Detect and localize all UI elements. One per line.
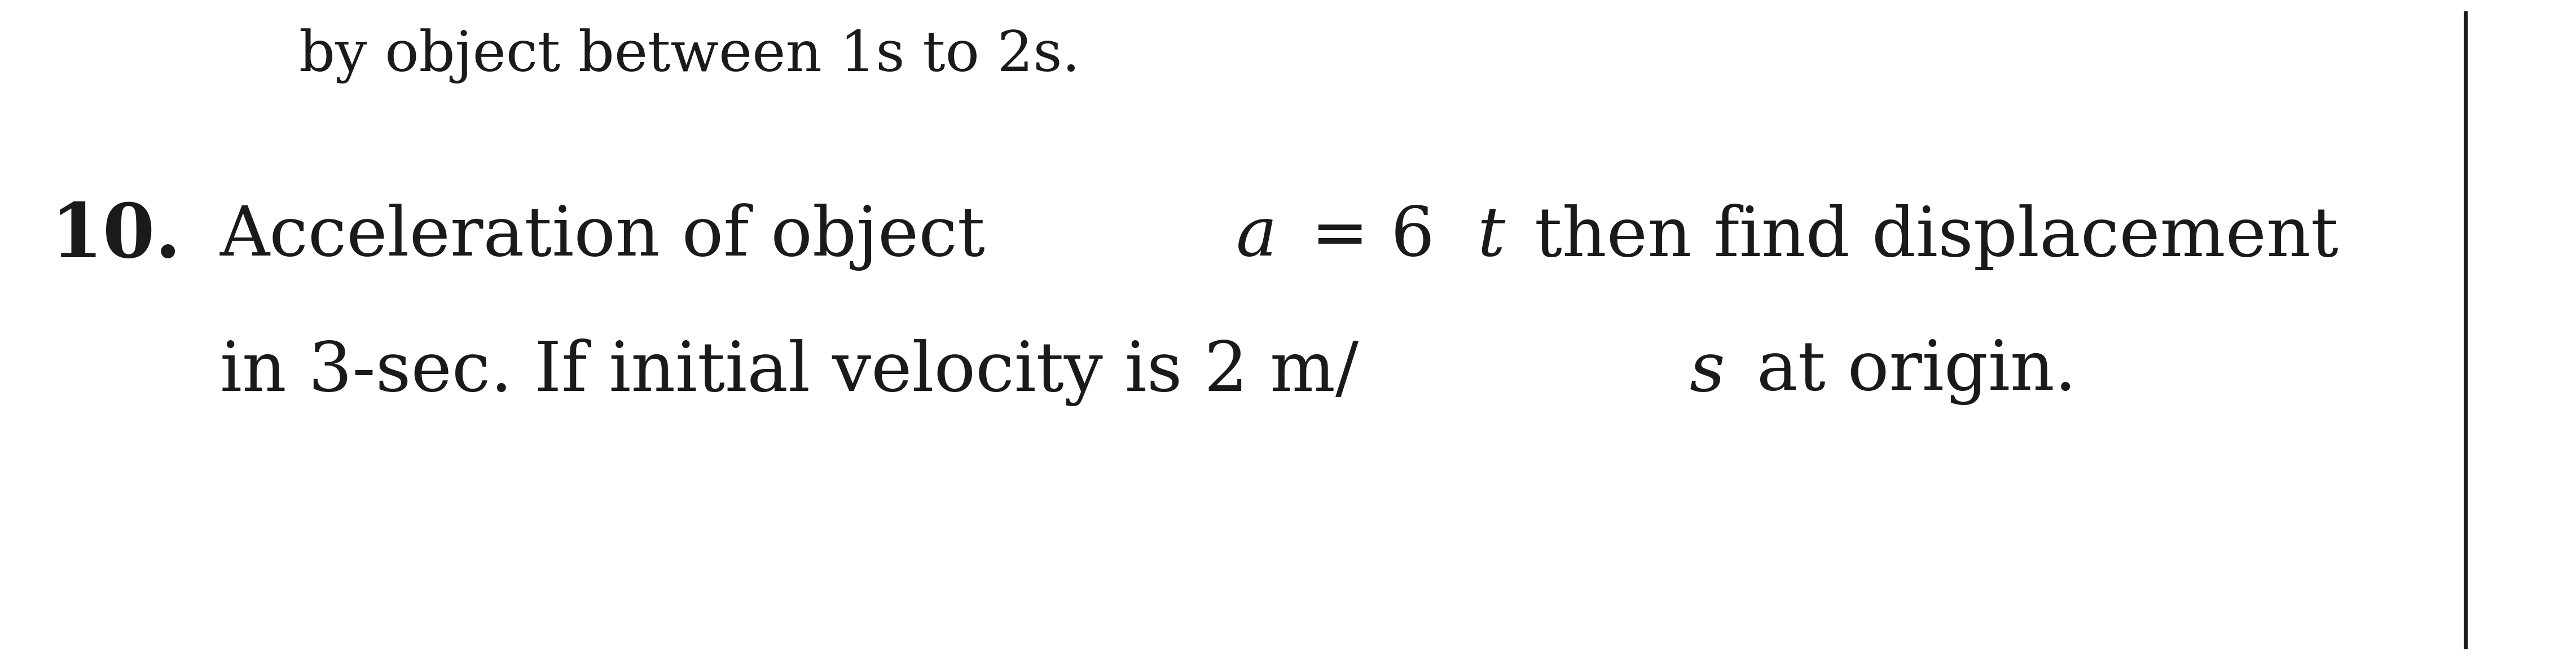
Text: Acceleration of object: Acceleration of object (219, 203, 1007, 271)
Text: by object between 1s to 2s.: by object between 1s to 2s. (299, 28, 1079, 83)
Text: a: a (1236, 204, 1278, 270)
Text: at origin.: at origin. (1734, 339, 2076, 405)
Text: t: t (1476, 204, 1504, 270)
Text: in 3-sec. If initial velocity is 2 m/: in 3-sec. If initial velocity is 2 m/ (219, 339, 1358, 406)
Text: then find displacement: then find displacement (1512, 204, 2339, 270)
Text: = 6: = 6 (1288, 204, 1435, 270)
Text: 10.: 10. (52, 201, 180, 273)
Text: s: s (1690, 339, 1726, 405)
